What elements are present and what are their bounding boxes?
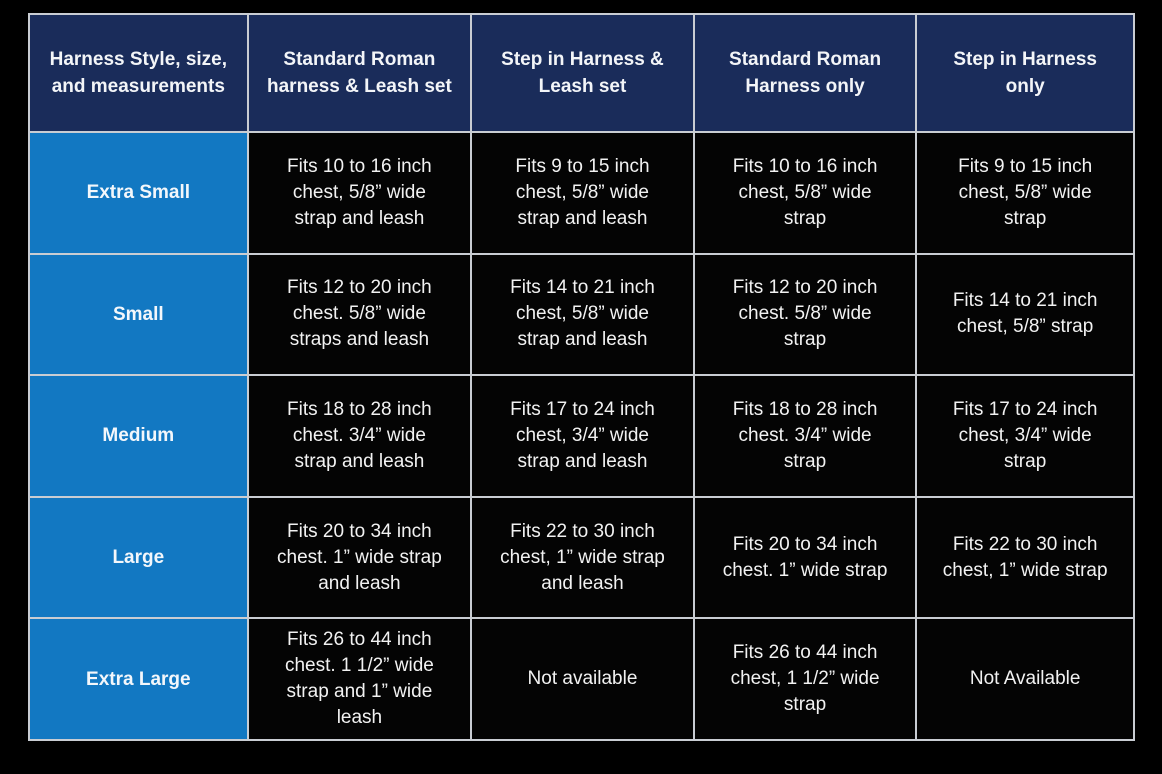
row-label-medium: Medium <box>30 376 247 496</box>
column-header-harness-style: Harness Style, size, and measurements <box>30 15 247 131</box>
cell-large-standard-roman-only: Fits 20 to 34 inch chest. 1” wide strap <box>694 497 916 618</box>
column-header-standard-roman-only: Standard Roman Harness only <box>694 15 916 131</box>
column-header-step-in-leash-set: Step in Harness & Leash set <box>472 15 693 131</box>
cell-extra-large-standard-roman-only: Fits 26 to 44 inch chest, 1 1/2” wide st… <box>694 619 916 739</box>
row-label-extra-large: Extra Large <box>30 619 247 739</box>
cell-medium-step-in-leash-set: Fits 17 to 24 inch chest, 3/4” wide stra… <box>472 376 693 496</box>
cell-small-standard-roman-leash-set: Fits 12 to 20 inch chest. 5/8” wide stra… <box>248 254 471 375</box>
cell-small-step-in-leash-set: Fits 14 to 21 inch chest, 5/8” wide stra… <box>472 254 693 375</box>
cell-large-step-in-leash-set: Fits 22 to 30 inch chest, 1” wide strap … <box>472 497 693 618</box>
cell-large-step-in-only: Fits 22 to 30 inch chest, 1” wide strap <box>917 497 1133 618</box>
column-header-step-in-only: Step in Harness only <box>917 15 1133 131</box>
cell-medium-standard-roman-leash-set: Fits 18 to 28 inch chest. 3/4” wide stra… <box>248 376 471 496</box>
row-label-small: Small <box>30 254 247 375</box>
column-header-standard-roman-leash-set: Standard Roman harness & Leash set <box>248 15 471 131</box>
cell-medium-standard-roman-only: Fits 18 to 28 inch chest. 3/4” wide stra… <box>694 376 916 496</box>
cell-extra-large-step-in-only: Not Available <box>917 619 1133 739</box>
row-label-extra-small: Extra Small <box>30 133 247 253</box>
cell-extra-small-step-in-only: Fits 9 to 15 inch chest, 5/8” wide strap <box>917 133 1133 253</box>
cell-extra-large-step-in-leash-set: Not available <box>472 619 693 739</box>
cell-extra-small-step-in-leash-set: Fits 9 to 15 inch chest, 5/8” wide strap… <box>472 133 693 253</box>
row-label-large: Large <box>30 497 247 618</box>
cell-medium-step-in-only: Fits 17 to 24 inch chest, 3/4” wide stra… <box>917 376 1133 496</box>
cell-extra-small-standard-roman-leash-set: Fits 10 to 16 inch chest, 5/8” wide stra… <box>248 133 471 253</box>
harness-size-table: Harness Style, size, and measurements St… <box>28 13 1135 741</box>
cell-extra-small-standard-roman-only: Fits 10 to 16 inch chest, 5/8” wide stra… <box>694 133 916 253</box>
cell-small-standard-roman-only: Fits 12 to 20 inch chest. 5/8” wide stra… <box>694 254 916 375</box>
cell-extra-large-standard-roman-leash-set: Fits 26 to 44 inch chest. 1 1/2” wide st… <box>248 619 471 739</box>
cell-small-step-in-only: Fits 14 to 21 inch chest, 5/8” strap <box>917 254 1133 375</box>
cell-large-standard-roman-leash-set: Fits 20 to 34 inch chest. 1” wide strap … <box>248 497 471 618</box>
